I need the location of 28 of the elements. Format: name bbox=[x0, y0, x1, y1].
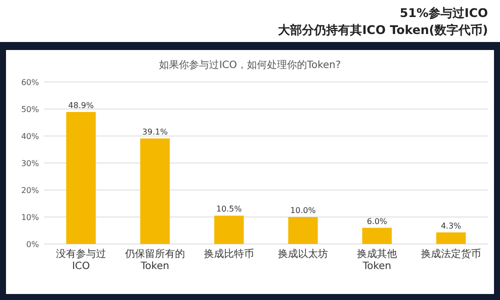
y-tick-label: 30% bbox=[21, 158, 40, 168]
bar bbox=[288, 217, 318, 244]
x-tick-label: 仍保留所有的Token bbox=[124, 248, 185, 272]
data-label: 6.0% bbox=[366, 216, 388, 226]
bar bbox=[140, 138, 170, 244]
y-tick-label: 60% bbox=[21, 78, 40, 87]
text: 如果你参与过ICO，如何处理你的Token? bbox=[159, 59, 341, 71]
y-tick-label: 10% bbox=[21, 212, 40, 222]
x-tick-label: 换成其他Token bbox=[357, 248, 397, 272]
chart-title: 51%参与过ICO bbox=[400, 6, 488, 20]
data-label: 48.9% bbox=[68, 100, 94, 110]
data-label: 4.3% bbox=[440, 221, 462, 230]
data-label: 10.5% bbox=[216, 204, 242, 214]
y-tick-label: 40% bbox=[21, 132, 40, 141]
y-tick-label: 50% bbox=[21, 104, 40, 114]
x-tick-label: 没有参与过ICO bbox=[56, 248, 106, 272]
y-tick-label: 0% bbox=[26, 240, 40, 249]
data-label: 39.1% bbox=[142, 127, 168, 136]
x-tick-label: 换成比特币 bbox=[204, 248, 254, 260]
x-tick-label: 换成以太坊 bbox=[278, 248, 328, 260]
bar bbox=[362, 228, 392, 244]
y-tick-label: 20% bbox=[21, 186, 40, 195]
bar bbox=[436, 232, 466, 244]
x-tick-label: 换成法定货币 bbox=[421, 248, 481, 260]
bar bbox=[66, 112, 96, 244]
chart-subtitle: 大部分仍持有其ICO Token(数字代币) bbox=[278, 23, 488, 37]
bar bbox=[214, 216, 244, 244]
data-label: 10.0% bbox=[290, 206, 316, 215]
